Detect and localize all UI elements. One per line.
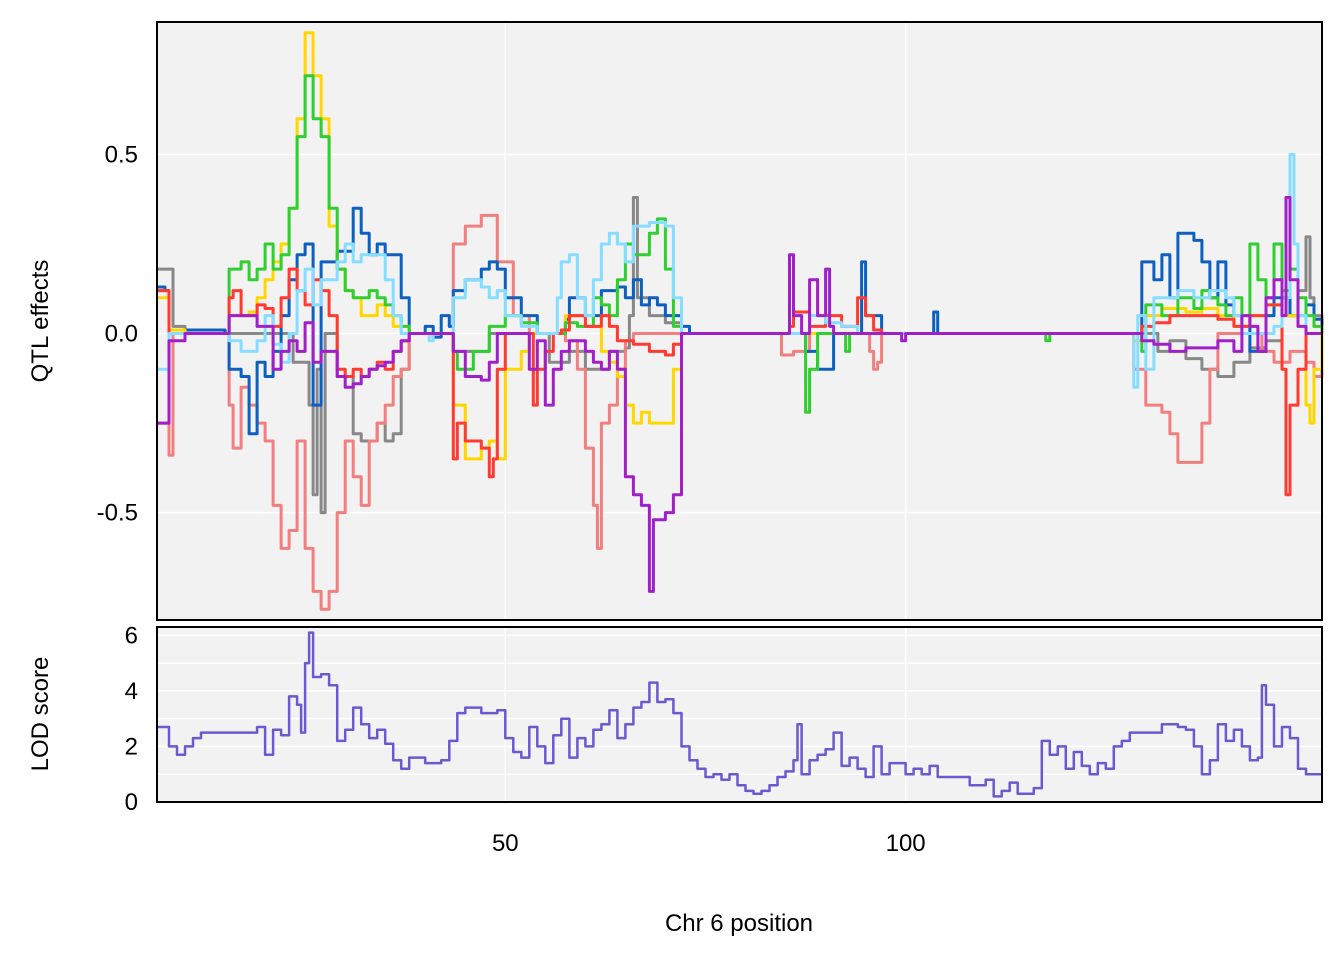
lod-panel: 0 2 4 6 50 100 LOD score [27, 622, 1323, 857]
x-axis: 50 100 [492, 830, 926, 857]
lod-plot-background [157, 627, 1322, 802]
x-tick-label: 100 [886, 830, 926, 857]
effects-y-axis-title: QTL effects [27, 260, 54, 383]
y-tick-label: 2 [125, 733, 138, 760]
y-tick-label: 0.5 [105, 141, 138, 168]
series-line [157, 74, 1324, 414]
y-tick-label: 0 [125, 789, 138, 816]
x-axis-title: Chr 6 position [665, 910, 813, 937]
y-tick-label: 0.0 [105, 321, 138, 348]
lod-plot-frame [156, 626, 1323, 803]
series-line [157, 196, 1322, 593]
effects-plot-frame [156, 21, 1323, 621]
effects-plot-background [157, 22, 1322, 620]
y-tick-label: -0.5 [97, 500, 138, 527]
effects-y-axis: -0.5 0.0 0.5 [97, 141, 138, 526]
series-line [157, 631, 1322, 798]
y-tick-label: 6 [125, 622, 138, 649]
series-line [157, 153, 1322, 389]
x-tick-label: 50 [492, 830, 519, 857]
lod-series [157, 631, 1322, 798]
effects-panel: -0.5 0.0 0.5 QTL effects [27, 21, 1324, 621]
lod-y-axis-title: LOD score [27, 657, 54, 772]
lod-y-axis: 0 2 4 6 [125, 622, 138, 816]
effects-series [157, 31, 1324, 611]
y-tick-label: 4 [125, 678, 138, 705]
series-line [157, 267, 1322, 497]
